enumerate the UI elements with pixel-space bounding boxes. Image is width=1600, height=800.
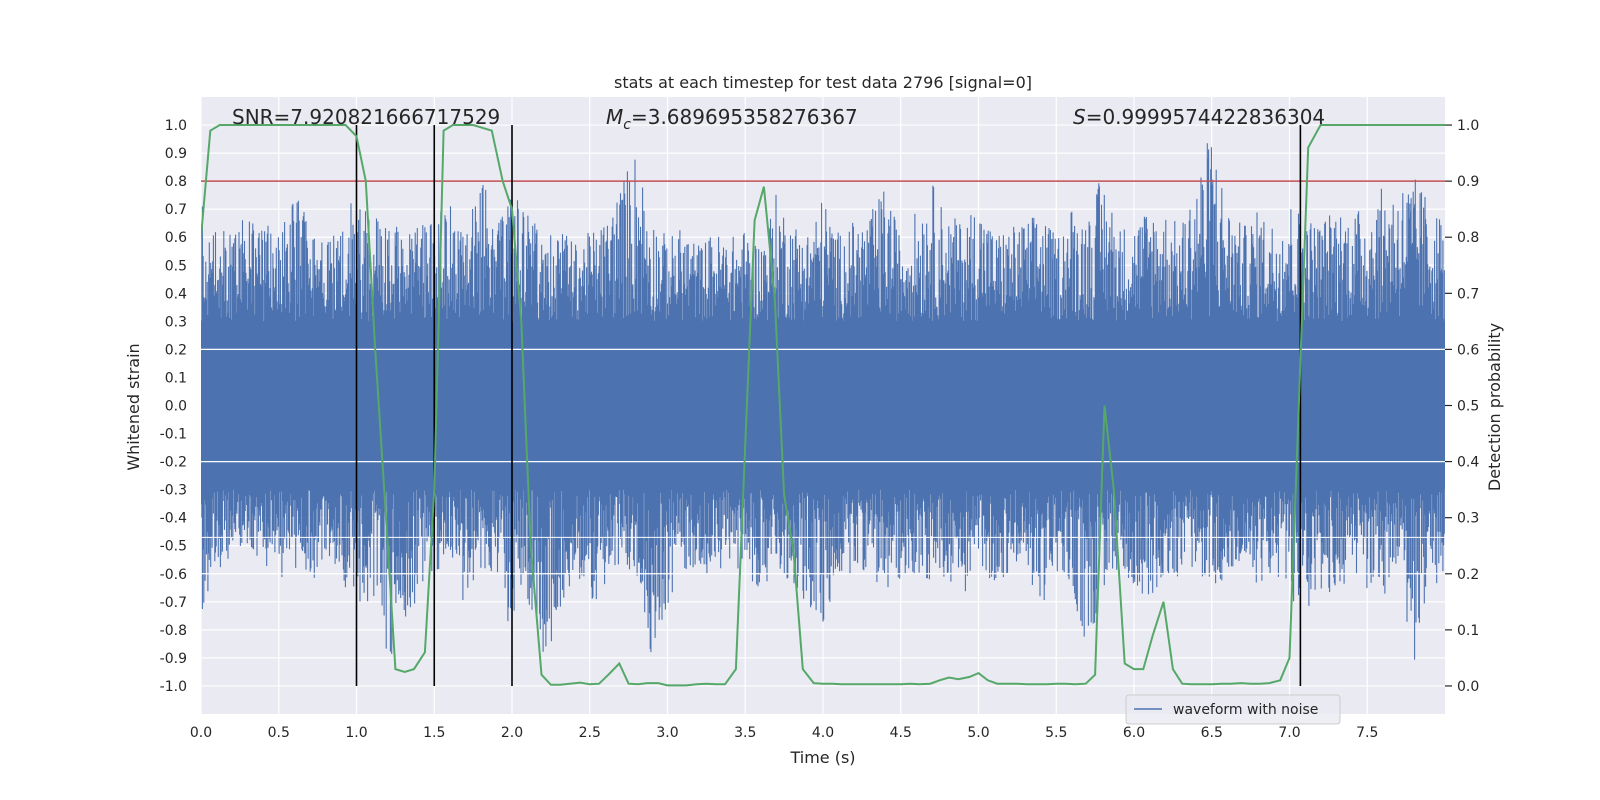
x-tick-label: 1.5: [423, 725, 445, 741]
y-right-tick-label: 0.4: [1457, 455, 1479, 471]
x-tick-label: 7.5: [1356, 725, 1378, 741]
x-tick-label: 4.0: [812, 725, 834, 741]
y-right-tick-label: 0.8: [1457, 230, 1479, 246]
chart-title: stats at each timestep for test data 279…: [614, 73, 1032, 92]
y-left-tick-label: -0.3: [160, 483, 187, 499]
x-tick-label: 0.0: [190, 725, 212, 741]
x-tick-label: 4.5: [890, 725, 912, 741]
y-right-tick-label: 0.7: [1457, 286, 1479, 302]
x-tick-label: 6.0: [1123, 725, 1145, 741]
y-left-tick-label: 1.0: [165, 118, 187, 134]
y-right-tick-label: 1.0: [1457, 118, 1479, 134]
y-left-tick-label: -0.5: [160, 539, 187, 555]
y-right-tick-label: 0.9: [1457, 174, 1479, 190]
y-left-tick-label: -0.7: [160, 595, 187, 611]
y-left-tick-label: -0.6: [160, 567, 187, 583]
y-left-axis-label: Whitened strain: [124, 343, 143, 470]
y-right-tick-label: 0.2: [1457, 567, 1479, 583]
x-axis-label: Time (s): [789, 748, 855, 767]
y-right-tick-label: 0.1: [1457, 623, 1479, 639]
y-left-tick-label: 0.4: [165, 286, 187, 302]
y-left-tick-label: 0.9: [165, 146, 187, 162]
y-left-tick-label: 0.8: [165, 174, 187, 190]
x-tick-label: 3.0: [656, 725, 678, 741]
y-left-tick-label: 0.2: [165, 342, 187, 358]
x-tick-label: 5.0: [967, 725, 989, 741]
chirp-mass-value: =3.689695358276367: [631, 105, 858, 129]
y-left-tick-label: 0.5: [165, 258, 187, 274]
x-tick-label: 1.0: [345, 725, 367, 741]
legend-box: [1125, 694, 1341, 725]
y-left-tick-label: -0.2: [160, 455, 187, 471]
legend: waveform with noise: [1125, 694, 1341, 725]
x-tick-label: 7.0: [1278, 725, 1300, 741]
y-left-tick-label: 0.6: [165, 230, 187, 246]
y-right-tick-label: 0.5: [1457, 399, 1479, 415]
y-left-tick-label: -0.1: [160, 427, 187, 443]
x-tick-label: 6.5: [1201, 725, 1223, 741]
y-left-tick-label: -0.9: [160, 651, 187, 667]
y-left-tick-label: 0.7: [165, 202, 187, 218]
y-left-tick-label: -0.8: [160, 623, 187, 639]
chirp-mass-symbol: M: [606, 105, 623, 129]
chirp-mass-annotation: Mc=3.689695358276367: [606, 105, 858, 133]
x-tick-label: 2.0: [501, 725, 523, 741]
x-tick-label: 0.5: [268, 725, 290, 741]
detection-probability-line: [201, 124, 1445, 687]
y-left-tick-label: -1.0: [160, 679, 187, 695]
snr-annotation: SNR=7.920821666717529: [232, 105, 500, 129]
y-right-tick-label: 0.0: [1457, 679, 1479, 695]
y-right-axis-ticks: 0.0 0.1 0.2 0.3 0.4 0.5 0.6 0.7 0.8 0.9 1.0: [1445, 118, 1479, 695]
chirp-mass-subscript: c: [623, 117, 631, 133]
x-axis-ticks: 0.0 0.5 1.0 1.5 2.0 2.5 3.0 3.5 4.0 4.5 5.0 5.5 6.0 6…: [190, 725, 1379, 741]
s-value: =0.9999574422836304: [1086, 105, 1325, 129]
x-tick-label: 2.5: [579, 725, 601, 741]
y-right-tick-label: 0.3: [1457, 511, 1479, 527]
s-annotation: S=0.9999574422836304: [1073, 105, 1325, 129]
x-tick-label: 3.5: [734, 725, 756, 741]
x-tick-label: 5.5: [1045, 725, 1067, 741]
y-left-tick-label: 0.1: [165, 370, 187, 386]
y-right-axis-label: Detection probability: [1485, 323, 1504, 491]
y-left-tick-label: 0.3: [165, 314, 187, 330]
waveform-with-noise-line: [201, 143, 1445, 660]
y-left-axis-ticks: -1.0 -0.9 -0.8 -0.7 -0.6 -0.5 -0.4 -0.3 -0.2 -0.1…: [160, 118, 187, 695]
y-left-tick-label: 0.0: [165, 399, 187, 415]
plot-content: [201, 124, 1445, 687]
y-left-tick-label: -0.4: [160, 511, 187, 527]
legend-label: waveform with noise: [1173, 702, 1318, 718]
s-symbol: S: [1073, 105, 1086, 129]
y-right-tick-label: 0.6: [1457, 342, 1479, 358]
